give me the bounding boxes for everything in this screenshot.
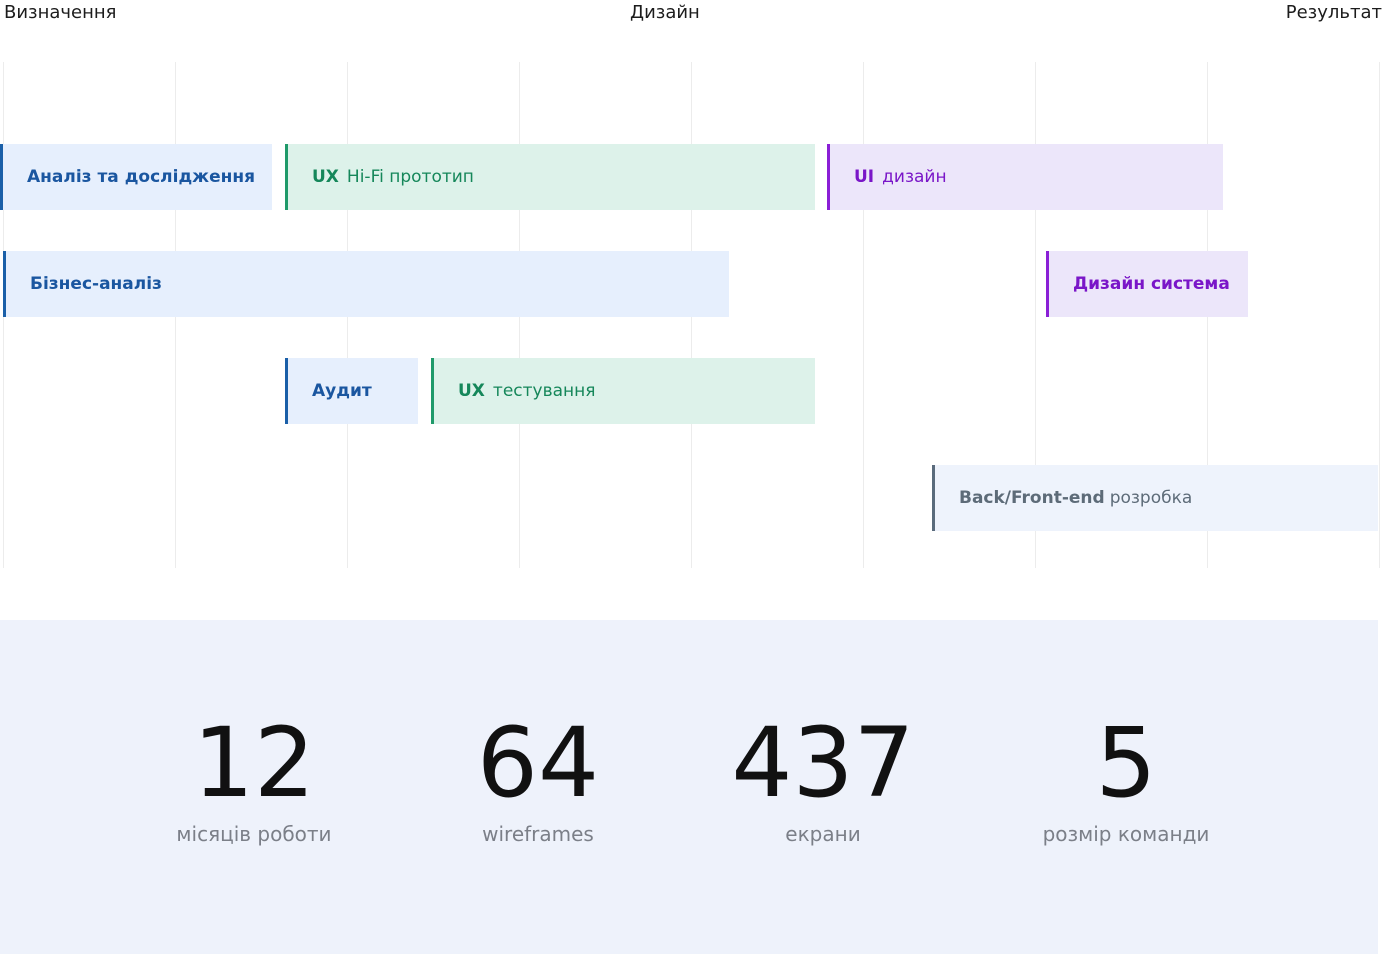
task-bar: UX Hi-Fi прототип — [285, 144, 815, 210]
stat-label: місяців роботи — [176, 822, 332, 846]
stat: 5 розмір команди — [976, 708, 1276, 846]
stat-value: 64 — [476, 707, 600, 819]
task-text: дизайн — [882, 167, 947, 187]
task-text: розробка — [1109, 488, 1193, 508]
task-bar: Бізнес-аналіз — [3, 251, 729, 317]
task-bar: UX тестування — [431, 358, 815, 424]
task-bar: Аналіз та дослідження — [0, 144, 272, 210]
task-title: Дизайн система — [1073, 274, 1230, 294]
stat-label: розмір команди — [1042, 822, 1210, 846]
task-bar: Дизайн система — [1046, 251, 1248, 317]
task-title: UX — [458, 381, 485, 401]
stat-label: wireframes — [482, 822, 594, 846]
stat: 12 місяців роботи — [104, 708, 404, 846]
grid-line — [863, 62, 864, 568]
stat-label: екрани — [785, 822, 861, 846]
task-title: Аналіз та дослідження — [27, 167, 256, 187]
stats-panel: 12 місяців роботи 64 wireframes 437 екрани … — [0, 620, 1378, 954]
phase-label: Дизайн — [630, 2, 700, 23]
task-bar: Back/Front-end розробка — [932, 465, 1378, 531]
task-bar: UI дизайн — [827, 144, 1223, 210]
task-text: тестування — [492, 381, 596, 401]
phase-label: Визначення — [4, 2, 117, 23]
stat-value: 12 — [192, 707, 316, 819]
task-title: Аудит — [312, 381, 372, 401]
task-text: Hi-Fi прототип — [346, 167, 474, 187]
grid-line — [1379, 62, 1380, 568]
stat: 437 екрани — [673, 708, 973, 846]
task-title: Бізнес-аналіз — [30, 274, 162, 294]
task-title: Back/Front-end — [959, 488, 1105, 508]
phase-label: Результат — [1285, 2, 1382, 23]
task-title: UI — [854, 167, 875, 187]
stat-value: 5 — [1095, 707, 1157, 819]
grid-line — [1035, 62, 1036, 568]
stat-value: 437 — [731, 707, 915, 819]
task-bar: Аудит — [285, 358, 418, 424]
stat: 64 wireframes — [388, 708, 688, 846]
task-title: UX — [312, 167, 339, 187]
